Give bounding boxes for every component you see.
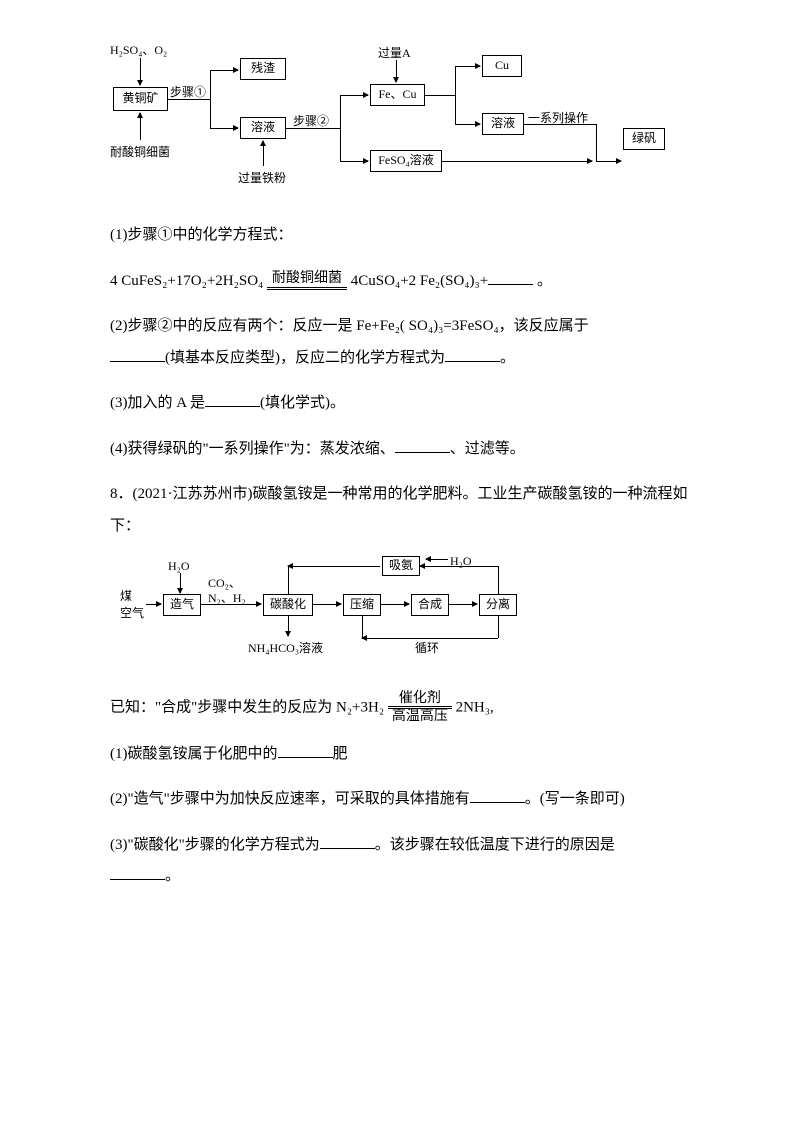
flowchart-copper: H₂SO₄、O₂ 黄铜矿 耐酸铜细菌 步骤① 残渣 溶液 过量铁粉 步骤② 过量… (110, 40, 690, 195)
q8-intro: 8．(2021·江苏苏州市)碳酸氢铵是一种常用的化学肥料。工业生产碳酸氢铵的一种… (110, 479, 694, 542)
step2-label: 步骤② (293, 111, 329, 133)
arrow (140, 58, 141, 85)
q1-intro: (1)步骤①中的化学方程式： (110, 220, 694, 252)
blank (395, 435, 450, 453)
arrow (210, 70, 238, 71)
arrow (263, 141, 264, 166)
iron-powder-label: 过量铁粉 (238, 168, 286, 190)
blank (488, 267, 533, 285)
blank (445, 344, 500, 362)
gases2-label: N₂、H₂ (208, 588, 246, 610)
box-carbonize: 碳酸化 (263, 594, 313, 616)
arrow (340, 161, 368, 162)
flowchart-ammonium: H₂O 煤 空气 造气 CO₂、 N₂、H₂ 碳酸化 NH₄HCO₃溶液 压缩 … (120, 556, 620, 666)
eq-condition: 耐酸铜细菌 (267, 271, 347, 290)
blank (278, 740, 333, 758)
arrow (146, 604, 161, 605)
operations-label: 一系列操作 (528, 108, 588, 130)
box-solution: 溶液 (240, 117, 286, 139)
line (340, 95, 341, 161)
arrow (426, 559, 448, 560)
q3: (3)加入的 A 是(填化学式)。 (110, 388, 694, 420)
arrow (396, 60, 397, 82)
arrow (313, 604, 341, 605)
arrow (381, 604, 409, 605)
box-feso4: FeSO₄溶液 (370, 150, 442, 172)
q8-3: (3)"碳酸化"步骤的化学方程式为。该步骤在较低温度下进行的原因是。 (110, 830, 694, 893)
arrow (442, 161, 592, 162)
box-ore: 黄铜矿 (113, 87, 168, 111)
arrow (140, 113, 141, 140)
q1-equation: 4 CuFeS₂+17O₂+2H₂SO₄ 耐酸铜细菌 4CuSO₄+2 Fe₂(… (110, 266, 694, 298)
eq-right: 4CuSO₄+2 Fe₂(SO₄)₃+ (351, 273, 488, 289)
h2o-label: H₂O (168, 556, 190, 578)
line (288, 566, 289, 594)
box-separate: 分离 (479, 594, 517, 616)
box-product: 绿矾 (623, 128, 665, 150)
line (498, 616, 499, 638)
arrow (455, 66, 480, 67)
line (362, 616, 363, 638)
arrow (340, 95, 368, 96)
blank (110, 862, 165, 880)
step1-label: 步骤① (170, 82, 206, 104)
line (425, 95, 455, 96)
q4: (4)获得绿矾的"一系列操作"为：蒸发浓缩、、过滤等。 (110, 434, 694, 466)
arrow (449, 604, 477, 605)
blank (470, 785, 525, 803)
arrow (288, 616, 289, 636)
line (596, 124, 597, 161)
input-top-label: H₂SO₄、O₂ (110, 40, 167, 62)
arrow (455, 124, 480, 125)
arrow (596, 161, 621, 162)
known: 已知："合成"步骤中发生的反应为 N₂+3H₂ 催化剂 高温高压 2NH₃, (110, 691, 694, 725)
arrow (180, 573, 181, 593)
excess-a-label: 过量A (378, 43, 411, 65)
arrow (210, 128, 238, 129)
solution-label: NH₄HCO₃溶液 (248, 638, 323, 660)
box-gasify: 造气 (163, 594, 201, 616)
eq-left: 4 CuFeS₂+17O₂+2H₂SO₄ (110, 273, 263, 289)
box-absorb: 吸氨 (382, 556, 420, 576)
line (498, 566, 499, 594)
eq-condition: 催化剂 高温高压 (388, 691, 452, 725)
q8-1: (1)碳酸氢铵属于化肥中的肥 (110, 739, 694, 771)
blank (320, 831, 375, 849)
arrow (288, 566, 380, 567)
q2: (2)步骤②中的反应有两个：反应一是 Fe+Fe₂( SO₄)₃=3FeSO₄，… (110, 311, 694, 374)
line (210, 70, 211, 128)
box-synth: 合成 (411, 594, 449, 616)
blank (110, 344, 165, 362)
h2o2-label: H₂O (450, 551, 472, 573)
input-bottom-label: 耐酸铜细菌 (110, 142, 170, 164)
box-residue: 残渣 (240, 58, 286, 80)
line (455, 66, 456, 124)
box-compress: 压缩 (343, 594, 381, 616)
blank (205, 389, 260, 407)
box-solution2: 溶液 (482, 113, 524, 135)
box-fecu: Fe、Cu (370, 84, 425, 106)
air-label: 空气 (120, 603, 144, 625)
q8-2: (2)"造气"步骤中为加快反应速率，可采取的具体措施有。(写一条即可) (110, 784, 694, 816)
cycle-label: 循环 (415, 638, 439, 660)
box-cu: Cu (482, 55, 522, 77)
